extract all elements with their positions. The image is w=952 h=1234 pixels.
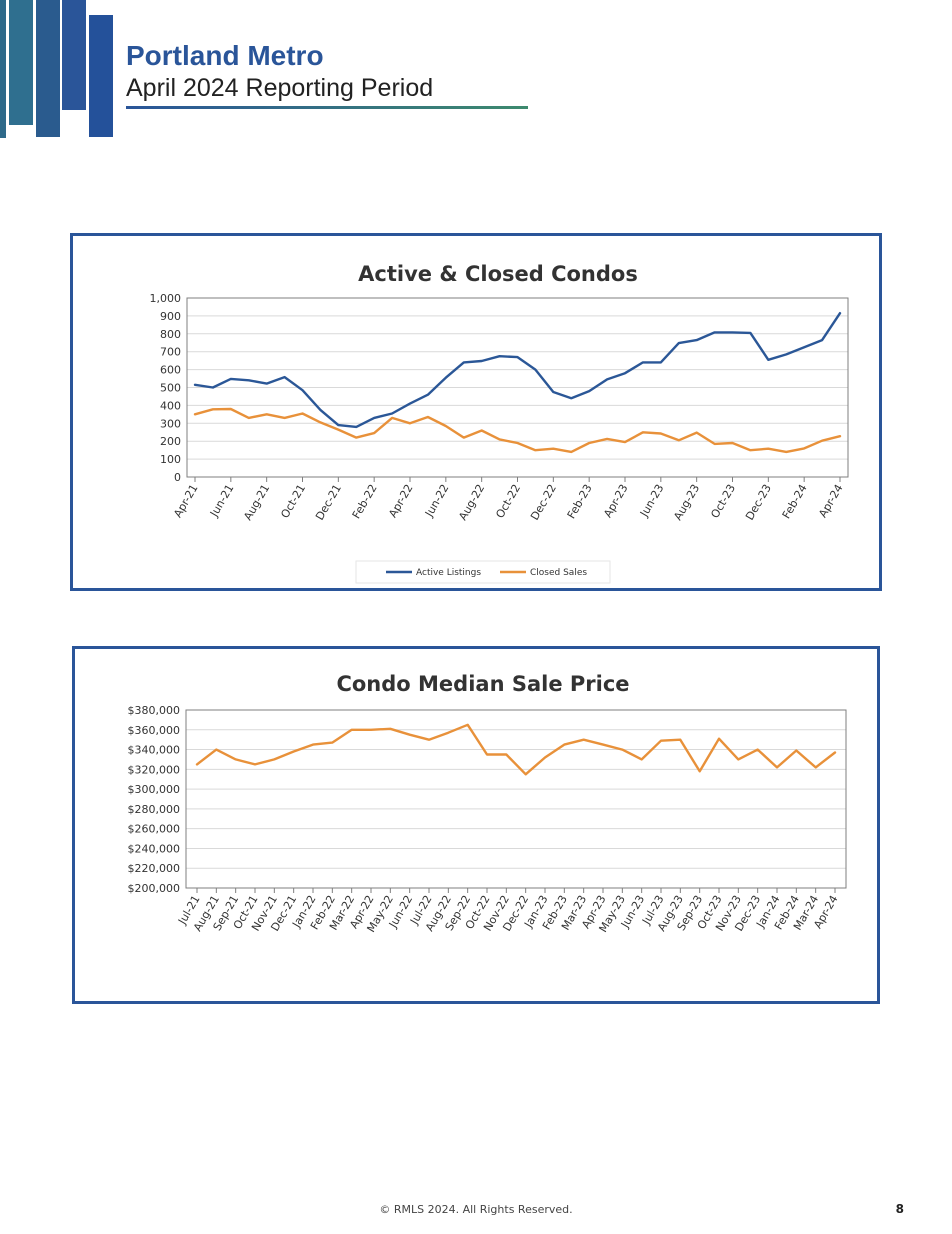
page-title: Portland Metro — [126, 40, 324, 71]
x-tick-label: Dec-23 — [743, 482, 774, 523]
active-closed-chart: Active & Closed Condos 0 100 200 300 400 500 60… — [150, 262, 849, 584]
y-tick-label: 600 — [160, 364, 181, 377]
y-tick-label: 1,000 — [150, 292, 182, 305]
x-tick-label: Jun-22 — [422, 482, 451, 520]
y-tick-label: 0 — [174, 471, 181, 484]
x-tick-label: Jun-21 — [207, 482, 236, 520]
x-tick-label: Feb-22 — [350, 482, 380, 521]
y-tick-label: 400 — [160, 399, 181, 412]
x-tick-label: Apr-22 — [386, 482, 415, 520]
y-tick-label: 700 — [160, 346, 181, 359]
y-tick-label: $280,000 — [128, 803, 181, 816]
legend-label: Active Listings — [416, 568, 481, 578]
x-tick-label: Apr-24 — [816, 482, 845, 520]
x-tick-label: Feb-24 — [780, 482, 810, 521]
decor-bar — [36, 0, 60, 137]
y-tick-label: 800 — [160, 328, 181, 341]
x-tick-label: Oct-22 — [493, 482, 523, 521]
y-tick-label: 200 — [160, 435, 181, 448]
legend: Active Listings Closed Sales — [355, 560, 611, 584]
x-tick-label: Apr-21 — [171, 482, 200, 520]
x-tick-label: Dec-22 — [528, 482, 559, 523]
decor-bar — [89, 15, 113, 137]
y-tick-label: 500 — [160, 382, 181, 395]
median-price-chart-panel: Condo Median Sale Price $200,000 $220,000 $… — [72, 646, 880, 1004]
series-line-1 — [193, 407, 842, 454]
y-tick-label: $360,000 — [128, 724, 181, 737]
y-tick-label: 900 — [160, 310, 181, 323]
x-tick-label: Aug-21 — [241, 482, 272, 523]
title-underline — [126, 106, 528, 109]
copyright-text: © RMLS 2024. All Rights Reserved. — [379, 1203, 573, 1216]
decor-bar — [9, 0, 33, 125]
y-tick-label: $380,000 — [128, 704, 181, 717]
y-tick-label: $260,000 — [128, 823, 181, 836]
x-tick-label: Oct-21 — [278, 482, 308, 521]
active-closed-chart-panel: Active & Closed Condos 0 100 200 300 400 500 60… — [70, 233, 882, 591]
x-tick-label: Aug-23 — [671, 482, 702, 523]
x-tick-label: Oct-23 — [708, 482, 738, 521]
y-tick-label: $200,000 — [128, 882, 181, 895]
y-tick-label: $320,000 — [128, 763, 181, 776]
x-tick-label: Apr-23 — [601, 482, 630, 520]
y-tick-label: $340,000 — [128, 744, 181, 757]
median-price-chart: Condo Median Sale Price $200,000 $220,000 $… — [128, 672, 847, 935]
series-line-0 — [193, 311, 842, 429]
y-tick-label: 300 — [160, 417, 181, 430]
page-subtitle: April 2024 Reporting Period — [126, 74, 434, 102]
series-line-0 — [195, 723, 837, 776]
x-tick-label: Feb-23 — [565, 482, 595, 521]
y-tick-label: $240,000 — [128, 842, 181, 855]
page-number: 8 — [895, 1202, 904, 1216]
y-tick-label: 100 — [160, 453, 181, 466]
chart-title: Condo Median Sale Price — [336, 672, 629, 696]
x-tick-label: Dec-21 — [313, 482, 344, 523]
y-tick-label: $300,000 — [128, 783, 181, 796]
x-tick-label: Aug-22 — [456, 482, 487, 523]
x-tick-label: Jun-23 — [637, 482, 666, 520]
y-tick-label: $220,000 — [128, 862, 181, 875]
plot-area — [185, 709, 847, 889]
legend-label: Closed Sales — [530, 568, 587, 578]
chart-title: Active & Closed Condos — [358, 262, 638, 286]
decor-bar — [62, 0, 86, 110]
legend-box — [355, 560, 611, 584]
decor-bar — [0, 0, 6, 138]
header-decoration — [0, 0, 120, 140]
